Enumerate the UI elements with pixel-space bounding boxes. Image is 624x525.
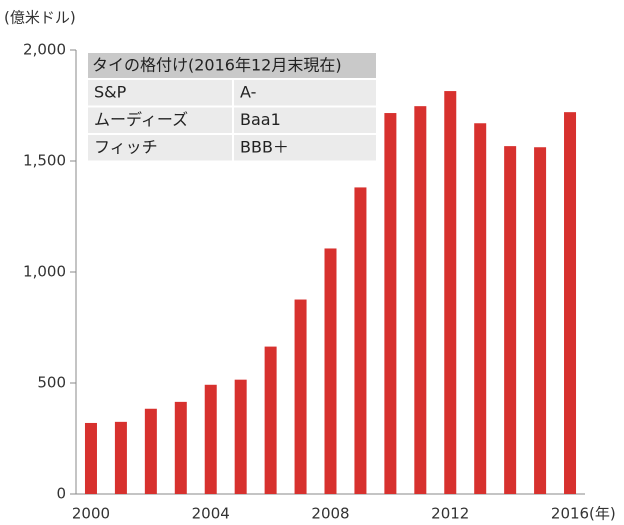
y-tick-label: 1,000: [23, 263, 66, 281]
bar: [534, 147, 547, 494]
bar: [354, 187, 367, 494]
bar: [204, 384, 217, 494]
x-tick-label: 2016: [551, 505, 589, 523]
table-cell: ムーディーズ: [94, 110, 188, 129]
y-tick-label: 1,500: [23, 152, 66, 170]
table-cell-bg: [234, 107, 376, 133]
y-tick-label: 2,000: [23, 41, 66, 59]
bar: [564, 112, 577, 494]
bar: [114, 421, 127, 494]
bar: [84, 422, 97, 494]
table-cell: Baa1: [240, 110, 281, 129]
x-axis-label: (年): [589, 505, 616, 523]
table-cell-bg: [234, 80, 376, 106]
y-tick-label: 0: [56, 485, 66, 503]
bar: [414, 106, 427, 494]
x-tick-label: 2000: [72, 505, 110, 523]
bar: [174, 401, 187, 494]
y-tick-label: 500: [37, 374, 66, 392]
table-title: タイの格付け(2016年12月末現在): [92, 56, 342, 75]
table-cell-bg: [88, 135, 232, 161]
bar: [234, 379, 247, 494]
bar: [324, 248, 337, 494]
bar: [144, 408, 157, 494]
x-tick-label: 2012: [431, 505, 469, 523]
table-cell: A-: [240, 83, 256, 102]
x-tick-label: 2008: [311, 505, 349, 523]
bar: [384, 113, 397, 494]
table-header-bg: [88, 53, 376, 78]
table-cell-bg: [234, 135, 376, 161]
bar: [264, 346, 277, 494]
rating-table: タイの格付け(2016年12月末現在) S&P A- ムーディーズ Baa1 フィッチ B…: [88, 53, 376, 161]
y-axis-label: (億米ドル): [4, 9, 76, 27]
bar: [474, 123, 487, 494]
table-cell: フィッチ: [94, 138, 158, 157]
bar: [294, 299, 307, 494]
bar: [504, 146, 517, 494]
x-tick-label: 2004: [192, 505, 230, 523]
bar: [444, 91, 457, 494]
table-cell-bg: [88, 80, 232, 106]
table-cell: S&P: [94, 83, 127, 102]
table-cell-bg: [88, 107, 232, 133]
table-cell: BBB＋: [240, 138, 289, 157]
